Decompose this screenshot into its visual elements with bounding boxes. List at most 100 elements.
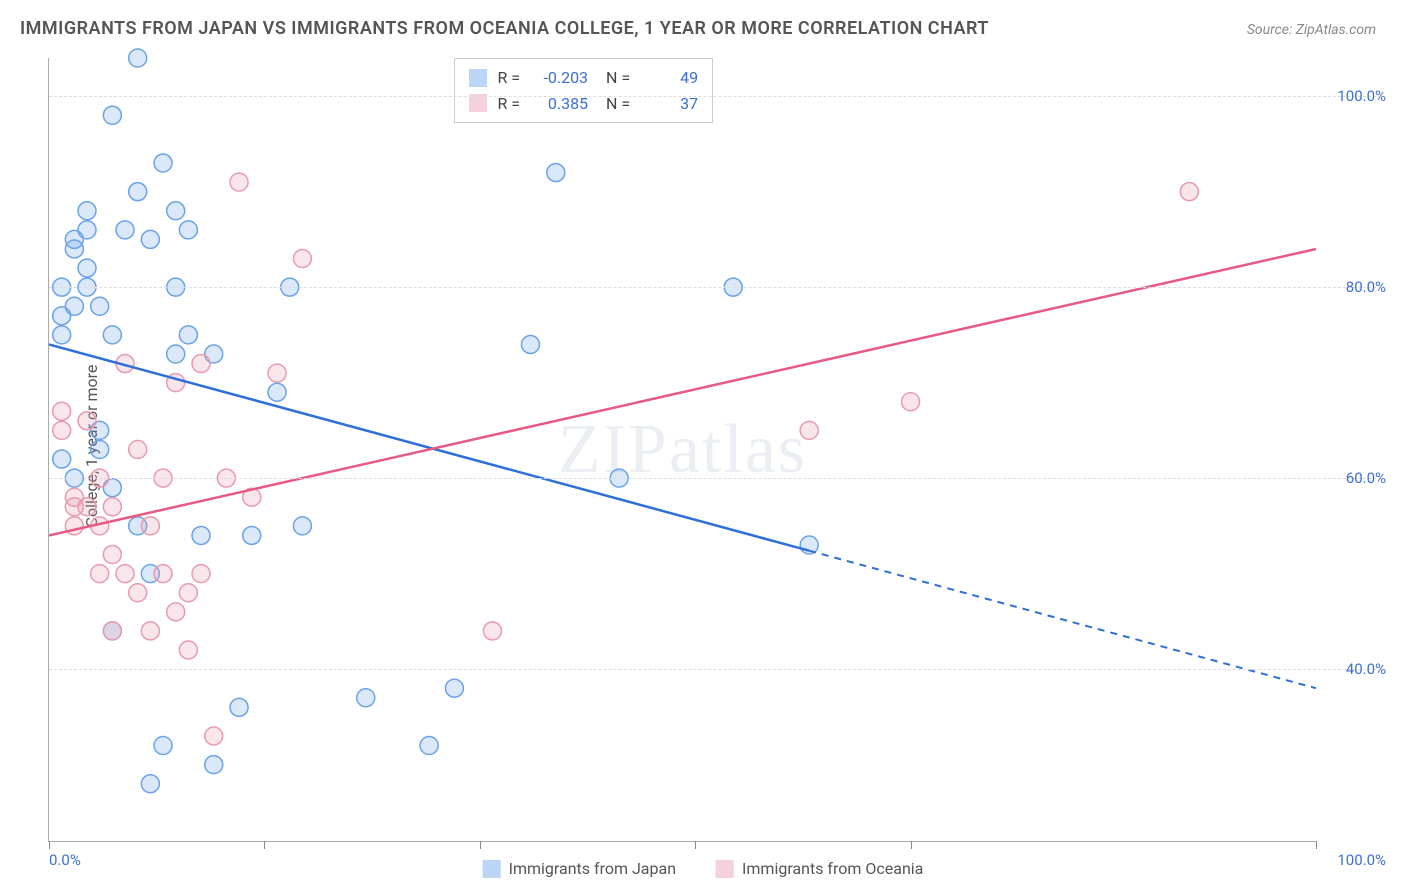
stat-r-japan: -0.203 bbox=[530, 65, 588, 91]
stats-legend: R = -0.203 N = 49 R = 0.385 N = 37 bbox=[454, 58, 713, 123]
scatter-point bbox=[129, 183, 147, 201]
scatter-point bbox=[179, 326, 197, 344]
scatter-point bbox=[800, 421, 818, 439]
scatter-point bbox=[293, 250, 311, 268]
x-tick bbox=[480, 841, 481, 849]
scatter-point bbox=[179, 641, 197, 659]
gridline bbox=[49, 478, 1376, 479]
y-tick-label: 40.0% bbox=[1346, 660, 1386, 678]
plot-area: ZIPatlas R = -0.203 N = 49 R = 0.385 N =… bbox=[48, 58, 1316, 842]
trend-line-dashed bbox=[809, 551, 1316, 689]
x-tick-label-left: 0.0% bbox=[49, 851, 81, 869]
stat-r-oceania: 0.385 bbox=[530, 91, 588, 117]
scatter-point bbox=[91, 441, 109, 459]
trend-line bbox=[49, 344, 809, 550]
scatter-point bbox=[103, 498, 121, 516]
scatter-point bbox=[205, 727, 223, 745]
scatter-point bbox=[65, 297, 83, 315]
scatter-point bbox=[268, 364, 286, 382]
scatter-point bbox=[78, 202, 96, 220]
swatch-oceania-bottom bbox=[716, 860, 734, 878]
legend-item-japan: Immigrants from Japan bbox=[483, 859, 676, 878]
scatter-point bbox=[192, 565, 210, 583]
scatter-point bbox=[141, 517, 159, 535]
y-tick-label: 100.0% bbox=[1337, 87, 1386, 105]
scatter-point bbox=[154, 565, 172, 583]
stat-n-oceania: 37 bbox=[640, 91, 698, 117]
scatter-point bbox=[53, 402, 71, 420]
scatter-point bbox=[547, 164, 565, 182]
scatter-point bbox=[167, 202, 185, 220]
scatter-point bbox=[483, 622, 501, 640]
bottom-legend: Immigrants from Japan Immigrants from Oc… bbox=[483, 859, 924, 878]
stat-r-label: R = bbox=[497, 65, 520, 91]
scatter-point bbox=[103, 622, 121, 640]
scatter-point bbox=[141, 230, 159, 248]
scatter-point bbox=[53, 450, 71, 468]
plot-svg bbox=[49, 58, 1316, 841]
scatter-point bbox=[445, 679, 463, 697]
scatter-point bbox=[129, 584, 147, 602]
x-tick bbox=[911, 841, 912, 849]
stat-n-label: N = bbox=[598, 65, 630, 91]
gridline bbox=[49, 669, 1376, 670]
trend-line bbox=[49, 249, 1316, 535]
scatter-point bbox=[357, 689, 375, 707]
page-title: IMMIGRANTS FROM JAPAN VS IMMIGRANTS FROM… bbox=[20, 18, 989, 39]
scatter-point bbox=[129, 49, 147, 67]
scatter-point bbox=[78, 259, 96, 277]
scatter-point bbox=[205, 756, 223, 774]
source-label: Source: ZipAtlas.com bbox=[1247, 22, 1376, 38]
stat-r-label-2: R = bbox=[497, 91, 520, 117]
x-tick bbox=[49, 841, 50, 849]
scatter-point bbox=[78, 221, 96, 239]
x-tick bbox=[695, 841, 696, 849]
scatter-point bbox=[230, 173, 248, 191]
scatter-point bbox=[91, 565, 109, 583]
scatter-point bbox=[78, 412, 96, 430]
scatter-point bbox=[103, 546, 121, 564]
scatter-point bbox=[1180, 183, 1198, 201]
swatch-japan-bottom bbox=[483, 860, 501, 878]
scatter-point bbox=[116, 221, 134, 239]
scatter-point bbox=[141, 775, 159, 793]
scatter-point bbox=[53, 326, 71, 344]
scatter-point bbox=[243, 526, 261, 544]
scatter-point bbox=[154, 154, 172, 172]
scatter-point bbox=[129, 441, 147, 459]
scatter-point bbox=[192, 526, 210, 544]
scatter-point bbox=[230, 698, 248, 716]
scatter-point bbox=[103, 326, 121, 344]
scatter-point bbox=[521, 335, 539, 353]
scatter-point bbox=[179, 221, 197, 239]
stat-n-japan: 49 bbox=[640, 65, 698, 91]
legend-label-japan: Immigrants from Japan bbox=[509, 859, 676, 878]
legend-label-oceania: Immigrants from Oceania bbox=[742, 859, 923, 878]
scatter-point bbox=[167, 603, 185, 621]
scatter-point bbox=[91, 297, 109, 315]
scatter-point bbox=[167, 345, 185, 363]
gridline bbox=[49, 287, 1376, 288]
scatter-point bbox=[179, 584, 197, 602]
y-tick-label: 60.0% bbox=[1346, 469, 1386, 487]
scatter-point bbox=[420, 737, 438, 755]
scatter-point bbox=[53, 421, 71, 439]
scatter-point bbox=[268, 383, 286, 401]
stat-n-label-2: N = bbox=[598, 91, 630, 117]
y-tick-label: 80.0% bbox=[1346, 278, 1386, 296]
scatter-point bbox=[902, 393, 920, 411]
chart-area: ZIPatlas R = -0.203 N = 49 R = 0.385 N =… bbox=[48, 58, 1316, 842]
gridline bbox=[49, 96, 1376, 97]
scatter-point bbox=[116, 565, 134, 583]
scatter-point bbox=[154, 737, 172, 755]
scatter-point bbox=[78, 498, 96, 516]
stats-row-japan: R = -0.203 N = 49 bbox=[469, 65, 698, 91]
scatter-point bbox=[141, 622, 159, 640]
scatter-point bbox=[293, 517, 311, 535]
legend-item-oceania: Immigrants from Oceania bbox=[716, 859, 923, 878]
x-tick bbox=[1316, 841, 1317, 849]
swatch-japan bbox=[469, 69, 487, 87]
scatter-point bbox=[103, 106, 121, 124]
stats-row-oceania: R = 0.385 N = 37 bbox=[469, 91, 698, 117]
scatter-point bbox=[192, 355, 210, 373]
